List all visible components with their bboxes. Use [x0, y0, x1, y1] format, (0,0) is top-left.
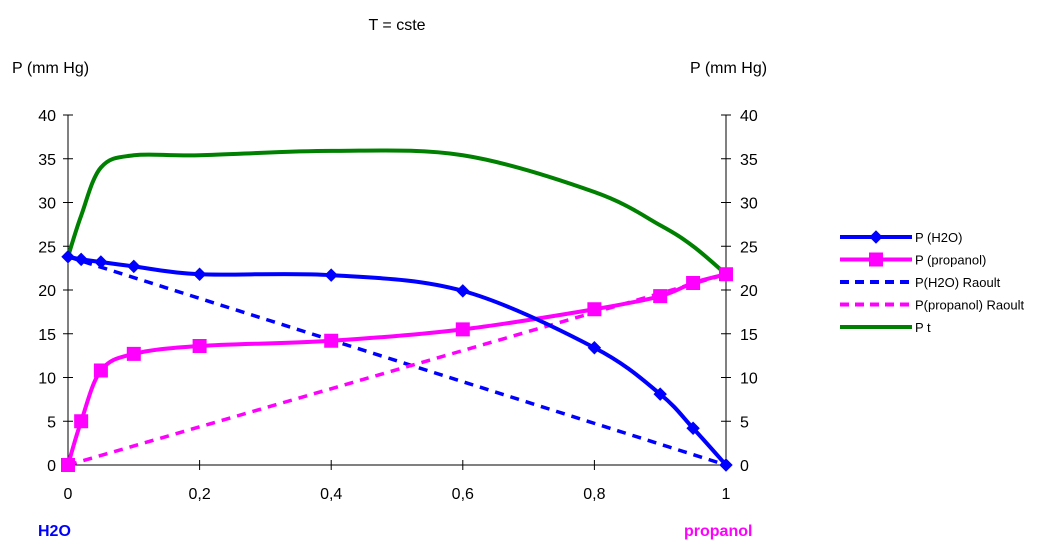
data-point-p-propanol — [192, 339, 207, 353]
series-line-p-h2o-raoult — [67, 255, 727, 467]
y-tick-label-right: 5 — [740, 414, 749, 431]
y-axis-label-right: P (mm Hg) — [690, 60, 767, 77]
series-line-p-propanol-raoult — [67, 272, 727, 467]
data-point-p-propanol — [93, 363, 108, 378]
series-line-p-t — [66, 148, 728, 276]
legend-label-p-h2o-raoult: P(H2O) Raoult — [915, 275, 1001, 290]
chart-title: T = cste — [368, 17, 425, 34]
data-point-p-propanol — [653, 289, 668, 304]
y-tick-label-left: 20 — [38, 283, 56, 300]
series-p-propanol-raoult — [67, 272, 727, 467]
data-point-p-h2o — [192, 267, 207, 281]
data-point-p-propanol — [455, 322, 470, 337]
y-tick-label-left: 30 — [38, 196, 56, 213]
y-tick-label-right: 30 — [740, 196, 758, 213]
y-tick-label-left: 40 — [38, 108, 56, 125]
x-tick-label: 0 — [64, 486, 73, 503]
y-tick-label-right: 0 — [740, 458, 749, 475]
x-tick-label: 0,6 — [452, 486, 474, 503]
x-tick-label: 1 — [722, 486, 731, 503]
data-point-p-propanol — [324, 333, 339, 348]
series-p-h2o — [61, 250, 733, 472]
x-tick-label: 0,2 — [188, 486, 210, 503]
y-tick-label-left: 25 — [38, 239, 56, 256]
data-point-p-propanol — [61, 458, 75, 472]
legend: P (H2O) P (propanol) P(H2O) Raoult P(propan… — [840, 230, 1025, 335]
legend-label-p-propanol-raoult: P(propanol) Raoult — [915, 298, 1025, 313]
component-label-h2o: H2O — [38, 523, 71, 540]
y-tick-label-right: 15 — [740, 327, 758, 344]
data-point-p-propanol — [126, 346, 141, 361]
y-tick-label-left: 5 — [47, 414, 56, 431]
data-point-p-propanol — [587, 302, 602, 317]
y-tick-label-right: 20 — [740, 283, 758, 300]
y-tick-label-left: 0 — [47, 458, 56, 475]
legend-label-p-t: P t — [915, 320, 931, 335]
y-tick-label-left: 10 — [38, 371, 56, 388]
data-point-p-h2o — [324, 268, 338, 282]
data-point-p-h2o — [456, 284, 470, 298]
data-point-p-propanol — [719, 267, 733, 282]
y-tick-label-left: 35 — [38, 152, 56, 169]
y-tick-label-right: 35 — [740, 152, 758, 169]
x-tick-label: 0,8 — [583, 486, 605, 503]
y-axis-label-left: P (mm Hg) — [12, 60, 89, 77]
y-tick-label-left: 15 — [38, 327, 56, 344]
series-p-propanol — [61, 267, 733, 472]
data-point-p-propanol — [74, 414, 89, 429]
y-tick-label-right: 10 — [740, 371, 758, 388]
legend-label-p-h2o: P (H2O) — [915, 230, 962, 245]
data-point-p-propanol — [686, 276, 701, 290]
data-point-p-h2o — [587, 341, 602, 355]
data-point-p-h2o — [74, 252, 88, 267]
y-tick-label-right: 25 — [740, 239, 758, 256]
series-layer — [61, 148, 733, 472]
series-p-t — [66, 148, 728, 276]
data-point-p-h2o — [61, 250, 75, 264]
legend-marker-p-propanol — [869, 252, 883, 267]
series-p-h2o-raoult — [67, 255, 727, 467]
data-point-p-h2o — [94, 255, 108, 269]
data-point-p-h2o — [686, 421, 700, 435]
legend-marker-p-h2o — [869, 230, 883, 244]
x-tick-label: 0,4 — [320, 486, 342, 503]
data-point-p-h2o — [127, 259, 141, 274]
legend-label-p-propanol: P (propanol) — [915, 253, 986, 268]
component-label-propanol: propanol — [684, 523, 752, 540]
y-tick-label-right: 40 — [740, 108, 758, 125]
data-point-p-h2o — [653, 387, 667, 401]
data-point-p-h2o — [719, 458, 733, 472]
